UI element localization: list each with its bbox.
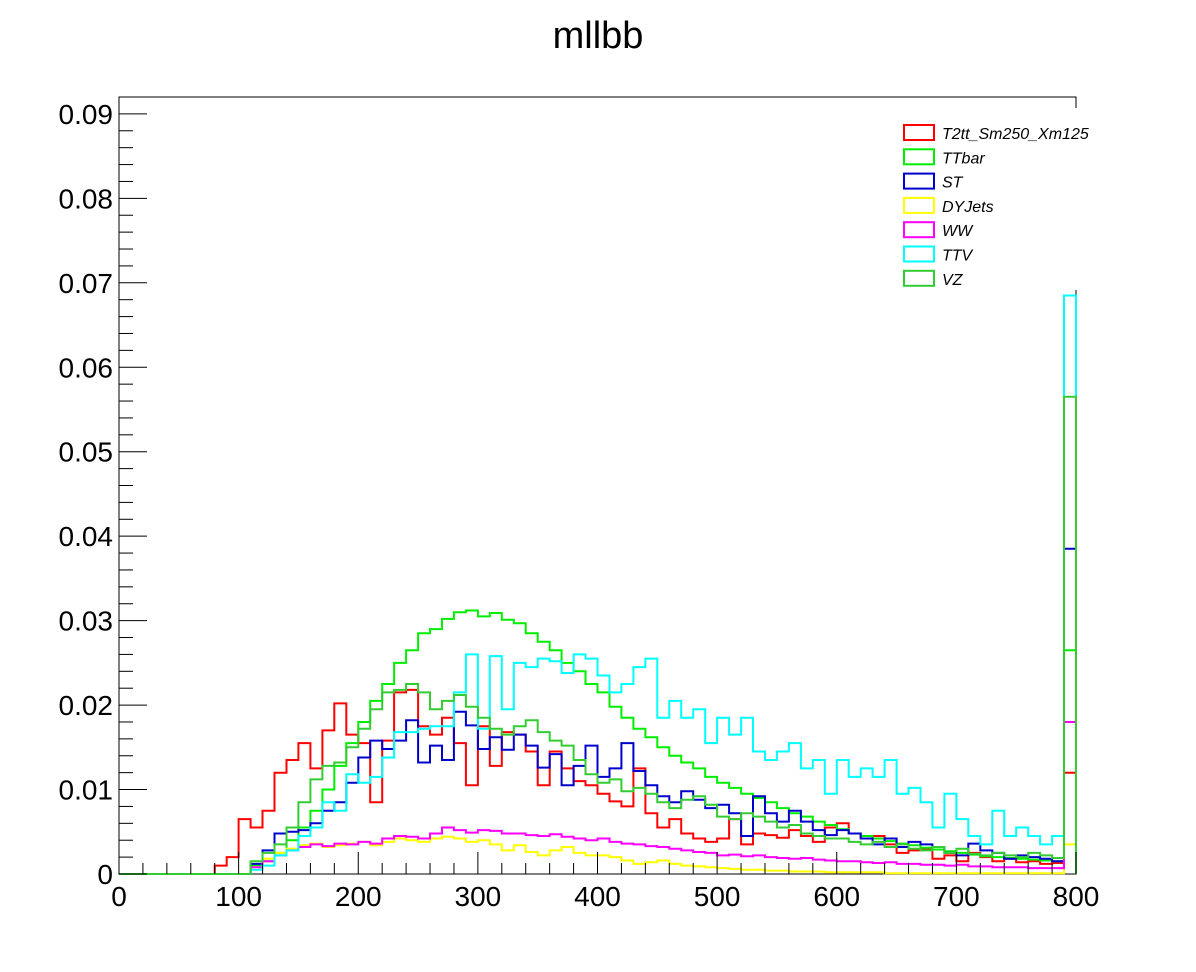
x-tick-label: 600 xyxy=(813,881,860,912)
series-ww xyxy=(119,721,1077,875)
y-tick-label: 0.07 xyxy=(59,268,114,299)
y-axis: 0 0.01 0.02 0.03 0.04 0.05 0.06 0.07 0.08 0.09 xyxy=(59,96,147,890)
series-ttv xyxy=(119,294,1077,875)
y-tick-label: 0.03 xyxy=(59,606,114,637)
chart-title: mllbb xyxy=(553,15,644,57)
legend-swatch xyxy=(903,269,935,287)
legend-swatch xyxy=(903,196,935,214)
x-tick-label: 300 xyxy=(455,881,502,912)
x-tick-label: 500 xyxy=(694,881,741,912)
legend-swatch xyxy=(903,172,935,190)
legend: T2tt_Sm250_Xm125 TTbar ST DYJets WW TTV VZ xyxy=(897,108,1089,290)
y-tick-label: 0.02 xyxy=(59,690,114,721)
legend-label: VZ xyxy=(942,272,964,289)
y-tick-label: 0.04 xyxy=(59,521,114,552)
y-tick-label: 0.09 xyxy=(59,99,114,130)
x-axis: 0 100 200 300 400 500 600 700 800 xyxy=(111,852,1099,912)
x-tick-label: 700 xyxy=(933,881,980,912)
legend-label: ST xyxy=(942,175,964,192)
legend-label: WW xyxy=(942,223,974,240)
legend-label: T2tt_Sm250_Xm125 xyxy=(942,126,1089,143)
y-tick-label: 0.08 xyxy=(59,183,114,214)
legend-label: TTV xyxy=(942,248,974,265)
x-tick-label: 200 xyxy=(335,881,382,912)
x-tick-label: 100 xyxy=(215,881,262,912)
y-tick-label: 0 xyxy=(97,859,113,890)
legend-swatch xyxy=(903,221,935,239)
legend-swatch xyxy=(903,124,935,141)
legend-swatch xyxy=(903,245,935,263)
y-tick-label: 0.01 xyxy=(59,775,114,806)
x-tick-label: 0 xyxy=(111,881,127,912)
legend-swatch xyxy=(903,148,935,166)
legend-label: TTbar xyxy=(942,150,985,167)
x-tick-label: 800 xyxy=(1053,881,1100,912)
x-tick-label: 400 xyxy=(574,881,621,912)
series-layer xyxy=(119,294,1077,875)
y-tick-label: 0.05 xyxy=(59,437,114,468)
y-tick-label: 0.06 xyxy=(59,352,114,383)
legend-label: DYJets xyxy=(942,199,994,216)
series-ttbar xyxy=(119,609,1077,875)
series-vz xyxy=(119,395,1077,875)
